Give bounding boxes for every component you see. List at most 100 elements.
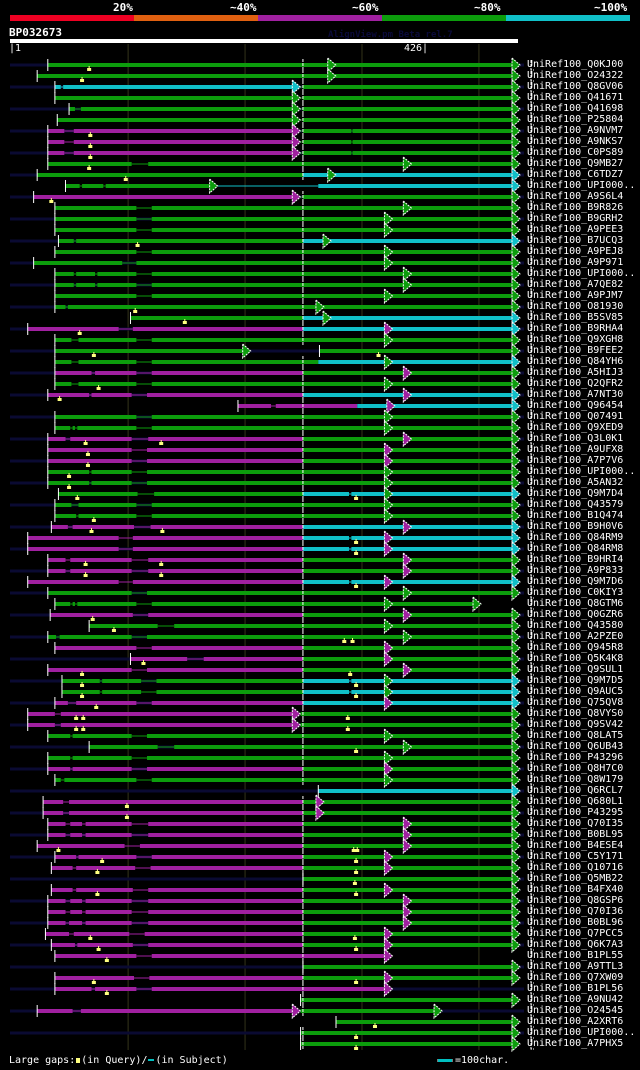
hit-end-bracket (530, 764, 534, 775)
hit-label[interactable]: UniRef100_A7QE82 (527, 279, 624, 290)
hit-label[interactable]: UniRef100_Q9MB27 (527, 158, 624, 169)
hit-label[interactable]: UniRef100_A9NVM7 (527, 125, 624, 136)
hit-label[interactable]: UniRef100_B9R826 (527, 202, 624, 213)
hit-label[interactable]: UniRef100_C0KIY3 (527, 587, 624, 598)
hit-end-bracket (530, 104, 534, 115)
hit-label[interactable]: UniRef100_Q9XED9 (527, 422, 624, 433)
hit-label[interactable]: UniRef100_Q41671 (527, 92, 624, 103)
hit-label[interactable]: UniRef100_Q84YH6 (527, 356, 624, 367)
hit-label[interactable]: UniRef100_C0PS89 (527, 147, 624, 158)
hit-label[interactable]: UniRef100_Q6K7A3 (527, 939, 624, 950)
hit-label[interactable]: UniRef100_Q75QV8 (527, 697, 624, 708)
hit-label[interactable]: UniRef100_UPI000.. (527, 268, 636, 279)
hit-label[interactable]: UniRef100_A9NU42 (527, 994, 624, 1005)
hit-label[interactable]: UniRef100_O81930 (527, 301, 624, 312)
hit-label[interactable]: UniRef100_Q0GZR6 (527, 609, 624, 620)
hit-label[interactable]: UniRef100_B0BL95 (527, 829, 624, 840)
hit-label[interactable]: UniRef100_Q96454 (527, 400, 624, 411)
hit-label[interactable]: UniRef100_A5AN32 (527, 477, 624, 488)
hit-label[interactable]: UniRef100_C6TDZ7 (527, 169, 624, 180)
hit-label[interactable]: UniRef100_Q8VYS0 (527, 708, 624, 719)
hit-label[interactable]: UniRef100_Q41698 (527, 103, 624, 114)
hit-label[interactable]: UniRef100_A9UFX8 (527, 444, 624, 455)
hit-label[interactable]: UniRef100_Q7PCC5 (527, 928, 624, 939)
hit-label[interactable]: UniRef100_Q5MB22 (527, 873, 624, 884)
hit-label[interactable]: UniRef100_Q84RM9 (527, 532, 624, 543)
hit-label[interactable]: UniRef100_A7P7V6 (527, 455, 624, 466)
hit-label[interactable]: UniRef100_B9GRH2 (527, 213, 624, 224)
hit-label[interactable]: UniRef100_A5HIJ3 (527, 367, 624, 378)
hit-label[interactable]: UniRef100_Q8GV06 (527, 81, 624, 92)
hit-label[interactable]: UniRef100_Q84RM8 (527, 543, 624, 554)
hit-label[interactable]: UniRef100_P43296 (527, 752, 624, 763)
hit-label[interactable]: UniRef100_Q43580 (527, 620, 624, 631)
hit-label[interactable]: UniRef100_UPI000.. (527, 466, 636, 477)
hit-label[interactable]: UniRef100_Q10716 (527, 862, 624, 873)
hit-label[interactable]: UniRef100_B9H0V6 (527, 521, 624, 532)
hit-label[interactable]: UniRef100_C5Y171 (527, 851, 624, 862)
hit-label[interactable]: UniRef100_Q43579 (527, 499, 624, 510)
hit-label[interactable]: UniRef100_Q70I35 (527, 818, 624, 829)
hit-end-arrow (291, 1002, 302, 1020)
hit-label[interactable]: UniRef100_Q9SV42 (527, 719, 624, 730)
hit-label[interactable]: UniRef100_P43295 (527, 807, 624, 818)
hit-label[interactable]: UniRef100_Q6UB43 (527, 741, 624, 752)
hit-end-bracket (530, 346, 534, 357)
hit-label[interactable]: UniRef100_A7NT30 (527, 389, 624, 400)
hit-label[interactable]: UniRef100_Q9M7D5 (527, 675, 624, 686)
hit-label[interactable]: UniRef100_P25804 (527, 114, 624, 125)
hit-label[interactable]: UniRef100_Q2QFR2 (527, 378, 624, 389)
hit-label[interactable]: UniRef100_A7PHX5 (527, 1038, 624, 1049)
hit-label[interactable]: UniRef100_Q3L0K1 (527, 433, 624, 444)
hit-label[interactable]: UniRef100_A2XRT6 (527, 1016, 624, 1027)
hit-label[interactable]: UniRef100_Q6RCL7 (527, 785, 624, 796)
hit-end-bracket (530, 940, 534, 951)
hit-label[interactable]: UniRef100_O24545 (527, 1005, 624, 1016)
hit-label[interactable]: UniRef100_B9RHA4 (527, 323, 624, 334)
hit-label[interactable]: UniRef100_Q9XGH8 (527, 334, 624, 345)
hit-label[interactable]: UniRef100_Q9SUL1 (527, 664, 624, 675)
hit-label[interactable]: UniRef100_Q9M7D6 (527, 576, 624, 587)
hit-label[interactable]: UniRef100_Q8GSP6 (527, 895, 624, 906)
hit-end-arrow (383, 936, 394, 954)
hit-end-arrow (383, 485, 394, 503)
hit-label[interactable]: UniRef100_Q8H7C0 (527, 763, 624, 774)
hit-label[interactable]: UniRef100_B9HRI4 (527, 554, 624, 565)
hit-label[interactable]: UniRef100_Q07491 (527, 411, 624, 422)
hit-label[interactable]: UniRef100_A2PZE0 (527, 631, 624, 642)
hit-label[interactable]: UniRef100_B5SV85 (527, 312, 624, 323)
hit-label[interactable]: UniRef100_Q0KJ00 (527, 59, 624, 70)
hit-label[interactable]: UniRef100_B1PL55 (527, 950, 624, 961)
hit-label[interactable]: UniRef100_O24322 (527, 70, 624, 81)
hit-label[interactable]: UniRef100_B1PL56 (527, 983, 624, 994)
hit-label[interactable]: UniRef100_Q8LAT5 (527, 730, 624, 741)
hit-label[interactable]: UniRef100_Q945R8 (527, 642, 624, 653)
hit-label[interactable]: UniRef100_B9FEE2 (527, 345, 624, 356)
hit-label[interactable]: UniRef100_A9P971 (527, 257, 624, 268)
hit-label[interactable]: UniRef100_B4ESE4 (527, 840, 624, 851)
hit-end-bracket (530, 544, 534, 555)
hit-label[interactable]: UniRef100_Q9M7D4 (527, 488, 624, 499)
query-gap-marker (96, 948, 101, 951)
hit-label[interactable]: UniRef100_Q8W179 (527, 774, 624, 785)
hit-label[interactable]: UniRef100_Q7XW09 (527, 972, 624, 983)
hit-label[interactable]: UniRef100_Q680L1 (527, 796, 624, 807)
hit-label[interactable]: UniRef100_UPI000.. (527, 1027, 636, 1038)
hit-label[interactable]: UniRef100_Q70I36 (527, 906, 624, 917)
hit-label[interactable]: UniRef100_B7UCQ3 (527, 235, 624, 246)
hit-label[interactable]: UniRef100_A9S6L4 (527, 191, 624, 202)
hit-label[interactable]: UniRef100_A9TTL3 (527, 961, 624, 972)
hit-end-arrow (291, 89, 302, 107)
hit-label[interactable]: UniRef100_B4FX40 (527, 884, 624, 895)
hit-label[interactable]: UniRef100_B0BL96 (527, 917, 624, 928)
hit-label[interactable]: UniRef100_A9PEE3 (527, 224, 624, 235)
hit-label[interactable]: UniRef100_A9PEJ8 (527, 246, 624, 257)
hit-label[interactable]: UniRef100_Q9AUC5 (527, 686, 624, 697)
hit-label[interactable]: UniRef100_A9PJM7 (527, 290, 624, 301)
hit-label[interactable]: UniRef100_A9NKS7 (527, 136, 624, 147)
hit-label[interactable]: UniRef100_Q8GTM6 (527, 598, 624, 609)
hit-label[interactable]: UniRef100_A9P833 (527, 565, 624, 576)
hit-label[interactable]: UniRef100_B1Q474 (527, 510, 624, 521)
hit-label[interactable]: UniRef100_Q5K4K8 (527, 653, 624, 664)
hit-label[interactable]: UniRef100_UPI000.. (527, 180, 636, 191)
